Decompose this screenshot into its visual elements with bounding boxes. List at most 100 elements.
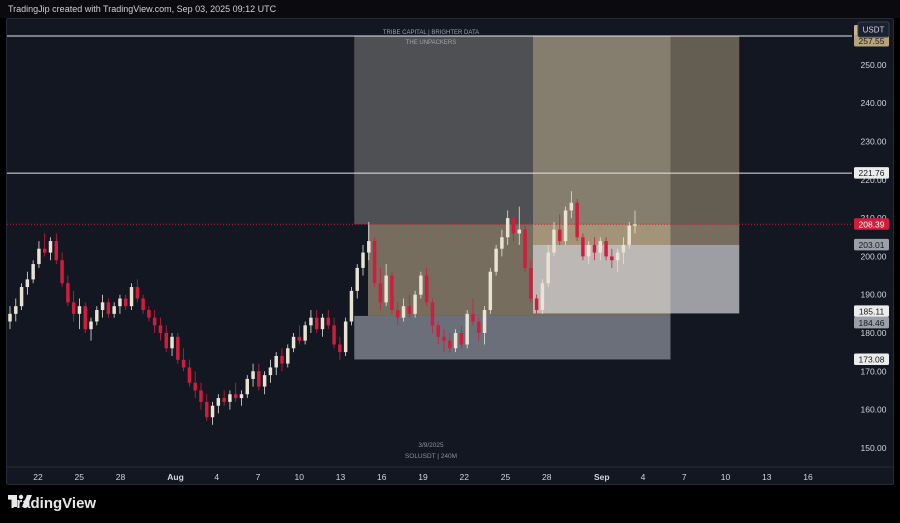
price-tag-label: 185.11 xyxy=(859,306,885,316)
candle-30 xyxy=(181,348,186,372)
candle-body xyxy=(309,317,313,326)
candle-92 xyxy=(540,279,545,314)
time-axis: 22 25 28 Aug 4 7 10 13 16 19 22 25 28 Sep 4 7 10 13 16 xyxy=(7,466,893,482)
candle-85 xyxy=(500,229,504,257)
candle-body xyxy=(401,306,406,318)
candle-32 xyxy=(193,371,197,399)
position-zones xyxy=(354,36,740,360)
price-axis: 150.00 160.00 170.00 180.00 190.00 200.00 210.… xyxy=(852,19,893,467)
candle-69 xyxy=(407,294,412,318)
candle-body xyxy=(511,218,516,234)
candle-21 xyxy=(129,283,134,311)
candle-body xyxy=(124,298,128,307)
time-tick-label: 10 xyxy=(721,472,731,482)
candle-53 xyxy=(314,310,319,333)
candle-64 xyxy=(378,267,383,311)
candle-97 xyxy=(569,191,574,219)
candle-78 xyxy=(459,325,464,349)
candle-body xyxy=(407,306,412,314)
time-tick-label: 25 xyxy=(75,472,85,482)
time-tick-label: 4 xyxy=(641,472,646,482)
candle-body xyxy=(100,302,105,311)
tradingview-brand[interactable]: TradingView xyxy=(8,492,96,514)
candle-36 xyxy=(216,394,221,414)
candle-body xyxy=(77,306,82,314)
candle-98 xyxy=(575,198,579,242)
price-tag-bg xyxy=(854,305,889,317)
horizontal-lines xyxy=(7,35,852,225)
candle-body xyxy=(48,241,53,253)
candle-23 xyxy=(141,294,145,314)
candle-body xyxy=(54,241,59,261)
candle-44 xyxy=(262,371,267,395)
candle-body xyxy=(19,287,24,307)
candle-37 xyxy=(222,390,226,406)
candle-body xyxy=(563,210,568,242)
candle-70 xyxy=(413,290,417,318)
candlestick-chart[interactable]: TRIBE CAPITAL | BRIGHTER DATA THE UNPACK… xyxy=(7,19,894,485)
candle-body xyxy=(477,321,481,333)
zone-position-2-target xyxy=(533,36,740,225)
currency-button[interactable]: USDT xyxy=(857,21,890,38)
candle-29 xyxy=(176,332,180,364)
candle-body xyxy=(471,313,475,322)
candle-body xyxy=(384,275,388,303)
candle-body xyxy=(621,244,626,253)
candle-body xyxy=(540,283,545,311)
candle-76 xyxy=(448,332,452,353)
candle-18 xyxy=(112,302,116,318)
watermark-symbol: SOLUSDT | 240M xyxy=(405,453,457,460)
candle-body xyxy=(199,390,203,402)
candle-body xyxy=(355,267,359,291)
chart-header: TradingJip created with TradingView.com,… xyxy=(0,0,900,18)
candle-body xyxy=(187,367,192,383)
candle-body xyxy=(505,218,510,238)
candle-body xyxy=(592,244,597,253)
candle-81 xyxy=(477,317,481,341)
candle-11 xyxy=(71,290,76,322)
candle-body xyxy=(83,306,87,330)
candle-body xyxy=(338,344,342,353)
price-tag-185.11: 185.11 xyxy=(854,305,889,317)
candle-107 xyxy=(627,221,631,249)
price-tag-257.55: 257.55 xyxy=(854,35,889,47)
price-tag-label: 208.39 xyxy=(859,219,885,229)
candle-50 xyxy=(297,325,302,345)
candle-body xyxy=(529,267,533,299)
time-tick-label: 19 xyxy=(418,472,428,482)
candle-89 xyxy=(523,225,527,272)
candle-body xyxy=(546,252,550,284)
time-tick-label: Sep xyxy=(594,472,610,482)
candle-body xyxy=(176,336,180,360)
price-tick-label: 220.00 xyxy=(861,175,887,185)
candle-body xyxy=(280,355,284,364)
candle-body xyxy=(390,275,394,311)
candle-24 xyxy=(147,306,151,322)
candle-body xyxy=(332,325,336,345)
time-tick-label: 25 xyxy=(501,472,511,482)
candle-67 xyxy=(395,302,400,326)
tradingview-logo-icon xyxy=(8,494,32,507)
candle-25 xyxy=(152,310,157,333)
price-tick-label: 250.00 xyxy=(861,60,887,70)
candle-100 xyxy=(586,241,591,265)
candle-99 xyxy=(581,233,585,261)
time-tick-label: 13 xyxy=(762,472,772,482)
price-tag-184.46: 184.46 xyxy=(854,316,889,329)
candle-95 xyxy=(558,214,562,245)
candle-body xyxy=(71,302,76,314)
chart-frame[interactable]: TRIBE CAPITAL | BRIGHTER DATA THE UNPACK… xyxy=(6,18,894,485)
candle-body xyxy=(419,275,423,295)
price-tag-bg xyxy=(854,218,889,230)
time-tick-label: 4 xyxy=(214,472,219,482)
candle-40 xyxy=(239,390,244,406)
candle-body xyxy=(615,252,620,261)
candle-56 xyxy=(332,317,336,349)
candle-10 xyxy=(66,275,70,307)
candle-38 xyxy=(228,390,232,410)
candle-body xyxy=(569,202,574,211)
currency-label[interactable]: USDT xyxy=(863,26,885,35)
candle-body xyxy=(395,310,400,318)
footer xyxy=(0,485,900,523)
candle-15 xyxy=(95,306,99,326)
